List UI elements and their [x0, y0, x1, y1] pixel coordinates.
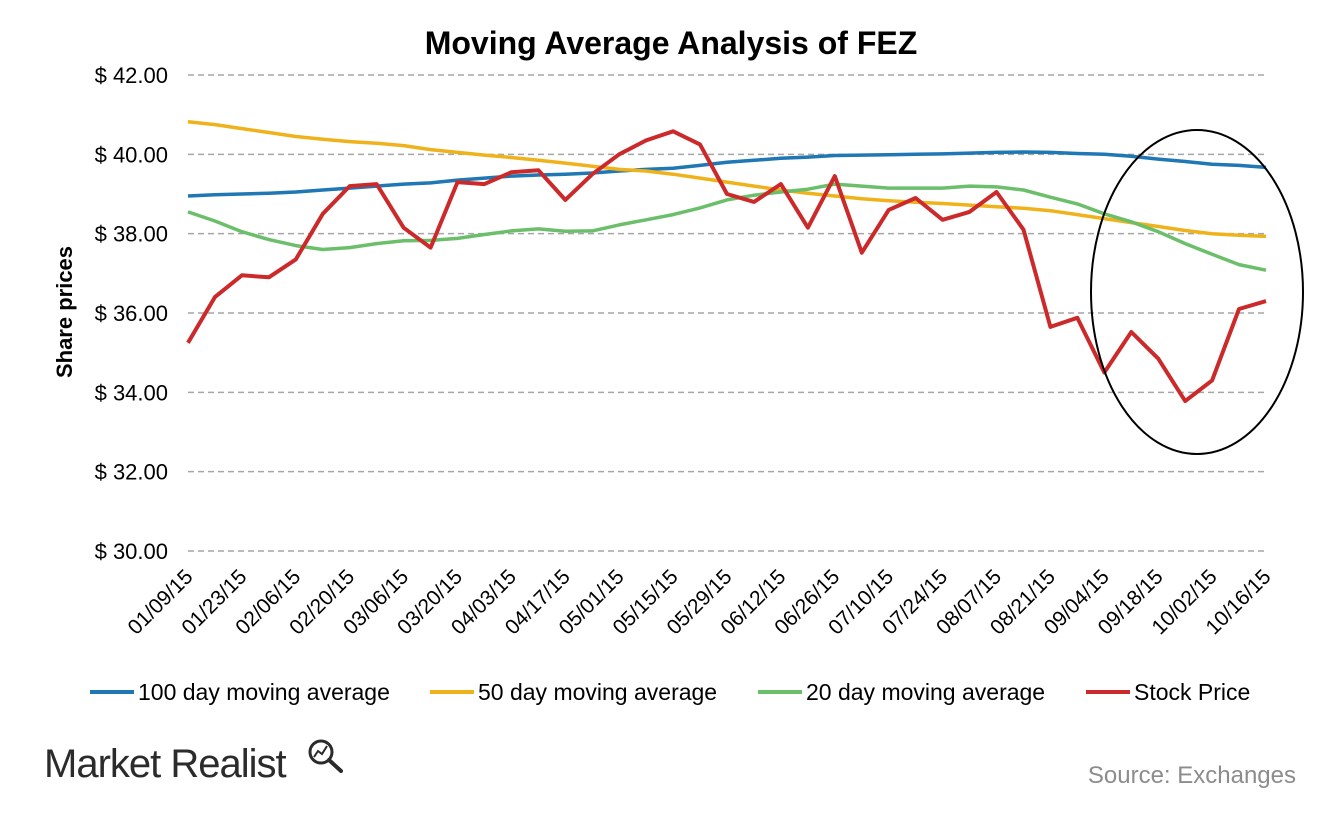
series-lines: [186, 120, 1267, 404]
y-axis-ticks: $ 30.00 $ 32.00 $ 34.00 $ 36.00 $ 38.00 $ 40.…: [95, 63, 168, 564]
series-line-2: [187, 120, 1267, 239]
y-tick-label: $ 40.00: [95, 142, 168, 167]
y-tick-label: $ 42.00: [95, 63, 168, 88]
legend-label: 50 day moving average: [478, 679, 717, 705]
series-line-4: [186, 129, 1267, 404]
magnifier-chart-icon: [308, 739, 343, 773]
legend-label: Stock Price: [1134, 679, 1250, 705]
highlight-ellipse: [1090, 129, 1304, 455]
gridlines: [188, 74, 1266, 552]
y-tick-label: $ 38.00: [95, 222, 168, 247]
x-axis-ticks: 01/09/1501/23/1502/06/1502/20/1503/06/15…: [123, 565, 1275, 639]
source-note: Source: Exchanges: [1087, 762, 1296, 789]
legend: 100 day moving average 50 day moving aver…: [90, 679, 1250, 705]
market-realist-logo: Market Realist: [44, 742, 287, 786]
y-tick-label: $ 30.00: [95, 539, 168, 564]
series-line-1: [187, 150, 1267, 198]
chart-title: Moving Average Analysis of FEZ: [425, 25, 918, 61]
y-tick-label: $ 36.00: [95, 301, 168, 326]
legend-label: 20 day moving average: [806, 679, 1045, 705]
y-axis-label: Share prices: [52, 246, 77, 378]
y-tick-label: $ 34.00: [95, 380, 168, 405]
legend-label: 100 day moving average: [138, 679, 390, 705]
series-line-3: [187, 182, 1267, 272]
y-tick-label: $ 32.00: [95, 460, 168, 485]
